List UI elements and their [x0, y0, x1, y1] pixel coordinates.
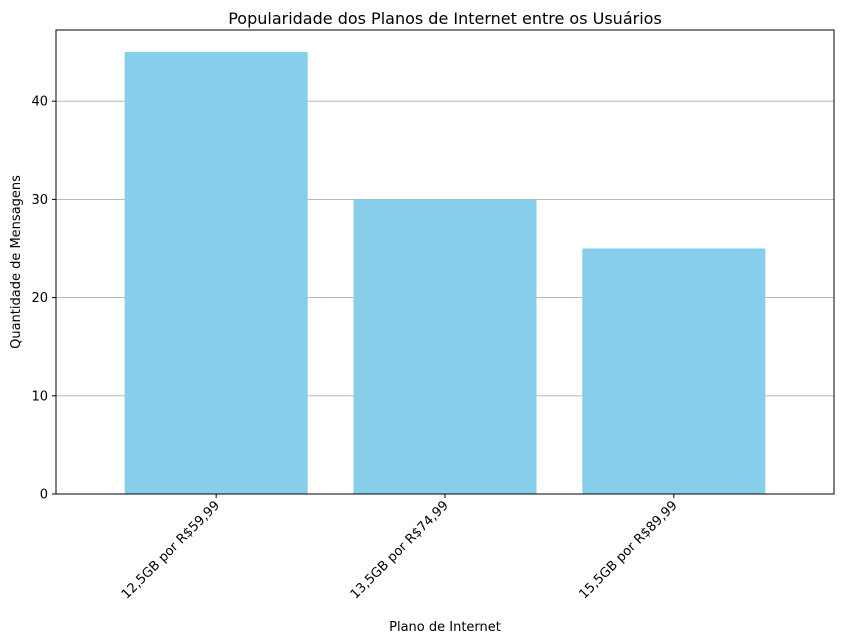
chart-title: Popularidade dos Planos de Internet entr… [228, 9, 662, 28]
y-axis-label: Quantidade de Mensagens [9, 175, 24, 349]
bar [582, 248, 766, 494]
x-tick-label: 13,5GB por R$74,99 [348, 498, 452, 602]
x-tick-label: 12,5GB por R$59,99 [119, 498, 223, 602]
y-tick-label: 10 [31, 389, 48, 404]
y-tick-label: 20 [31, 291, 48, 306]
y-tick-label: 30 [31, 193, 48, 208]
x-tick-label: 15,5GB por R$89,99 [577, 498, 681, 602]
y-tick-label: 0 [40, 488, 48, 503]
y-axis-ticks: 0 10 20 30 40 [31, 95, 56, 503]
bar [353, 199, 537, 494]
bar [124, 52, 308, 494]
x-axis-label: Plano de Internet [389, 620, 501, 635]
bars [124, 52, 766, 494]
x-axis-ticks: 12,5GB por R$59,99 13,5GB por R$74,99 15,5… [119, 494, 681, 602]
y-tick-label: 40 [31, 95, 48, 110]
